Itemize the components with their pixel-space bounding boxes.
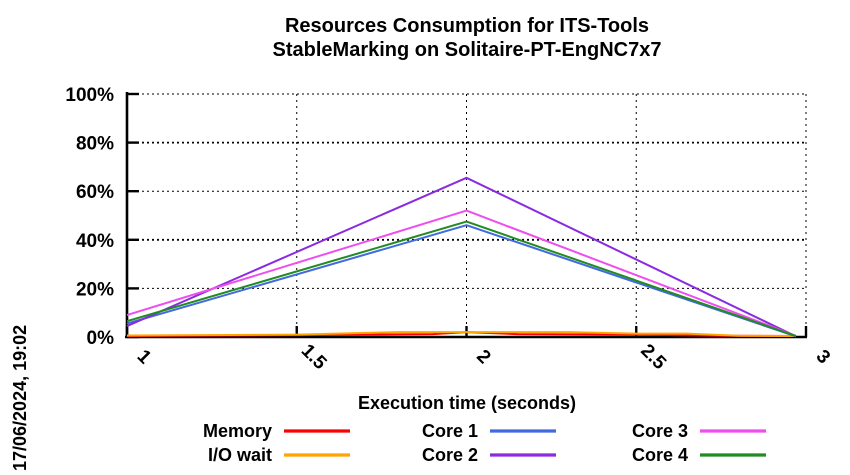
chart-title-line-1: Resources Consumption for ITS-Tools (285, 15, 649, 37)
legend-label: Core 4 (632, 445, 688, 465)
x-axis-label: Execution time (seconds) (358, 393, 576, 413)
series-line-core-2 (126, 176, 797, 338)
chart-title-line-2: StableMarking on Solitaire-PT-EngNC7x7 (273, 39, 662, 61)
y-tick-label-40%: 40% (76, 231, 114, 252)
legend: Memory I/O wait Core 1 Core 2 Core 3 Core 4 (203, 421, 766, 465)
x-tick-label-1.5: 1.5 (297, 340, 331, 374)
legend-item-core-1: Core 1 (422, 421, 556, 441)
legend-item-core-4: Core 4 (632, 445, 766, 465)
legend-label: Core 3 (632, 421, 688, 441)
series-line-i-o-wait (126, 331, 796, 337)
y-tick-label-100%: 100% (65, 85, 114, 106)
y-tick-label-20%: 20% (76, 279, 114, 300)
timestamp-label: 17/06/2024, 19:02 (10, 325, 30, 471)
x-tick-labels: 1 1.5 2 2.5 3 (133, 340, 834, 374)
series-line-core-3 (126, 209, 797, 337)
y-tick-label-0%: 0% (87, 328, 115, 349)
y-tick-labels: 0% 20% 40% 60% 80% 100% (65, 85, 114, 349)
legend-item-i-o-wait: I/O wait (208, 445, 350, 465)
legend-item-core-3: Core 3 (632, 421, 766, 441)
legend-label: Core 2 (422, 445, 478, 465)
x-tick-label-1: 1 (133, 346, 156, 369)
x-tick-label-2: 2 (472, 346, 494, 368)
legend-label: Core 1 (422, 421, 478, 441)
series-line-core-1 (126, 224, 797, 338)
y-tick-label-60%: 60% (76, 182, 114, 203)
legend-label: I/O wait (208, 445, 272, 465)
legend-label: Memory (203, 421, 272, 441)
legend-item-core-2: Core 2 (422, 445, 556, 465)
legend-item-memory: Memory (203, 421, 350, 441)
y-tick-label-80%: 80% (76, 134, 114, 155)
series-line-core-4 (126, 220, 797, 337)
x-tick-label-2.5: 2.5 (636, 340, 670, 374)
x-tick-label-3: 3 (812, 346, 834, 368)
series-lines (126, 176, 797, 338)
